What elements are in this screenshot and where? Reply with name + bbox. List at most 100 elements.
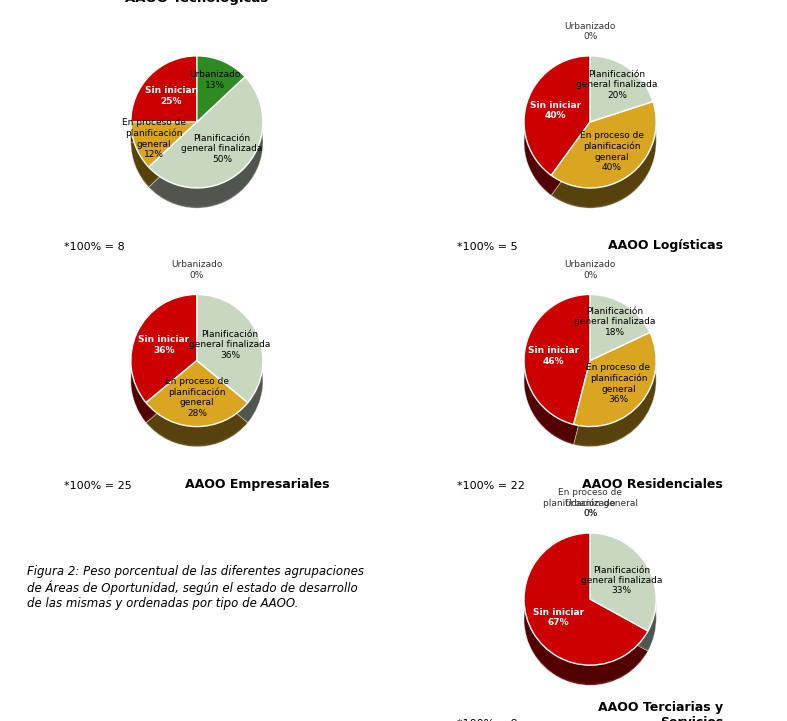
Wedge shape: [551, 108, 656, 195]
Text: En proceso de
planificación
general
28%: En proceso de planificación general 28%: [165, 377, 229, 417]
Wedge shape: [590, 536, 656, 634]
Wedge shape: [197, 309, 263, 417]
Wedge shape: [524, 61, 590, 181]
Wedge shape: [524, 76, 590, 195]
Wedge shape: [524, 541, 648, 673]
Wedge shape: [197, 314, 263, 423]
Wedge shape: [590, 306, 650, 373]
Wedge shape: [551, 105, 656, 191]
Wedge shape: [524, 63, 590, 183]
Wedge shape: [197, 61, 245, 126]
Wedge shape: [131, 67, 197, 133]
Text: AAOO Logísticas: AAOO Logísticas: [608, 239, 723, 252]
Wedge shape: [590, 296, 650, 363]
Wedge shape: [524, 537, 648, 670]
Wedge shape: [197, 58, 245, 124]
Wedge shape: [197, 71, 245, 138]
Wedge shape: [197, 308, 263, 416]
Wedge shape: [131, 122, 197, 167]
Wedge shape: [146, 381, 248, 447]
Wedge shape: [590, 63, 653, 128]
Wedge shape: [131, 314, 197, 423]
Wedge shape: [131, 69, 197, 136]
Wedge shape: [574, 337, 656, 431]
Wedge shape: [197, 73, 245, 138]
Text: AAOO Residenciales: AAOO Residenciales: [582, 478, 723, 491]
Wedge shape: [524, 298, 590, 428]
Wedge shape: [551, 120, 656, 206]
Wedge shape: [524, 311, 590, 441]
Wedge shape: [524, 552, 648, 684]
Wedge shape: [131, 66, 197, 132]
Wedge shape: [149, 87, 263, 198]
Wedge shape: [197, 61, 245, 128]
Wedge shape: [590, 299, 650, 365]
Text: Urbanizado
13%: Urbanizado 13%: [190, 70, 241, 89]
Text: Planificación
general finalizada
36%: Planificación general finalizada 36%: [190, 330, 271, 360]
Wedge shape: [149, 79, 263, 190]
Wedge shape: [524, 75, 590, 195]
Wedge shape: [149, 86, 263, 197]
Wedge shape: [590, 550, 656, 647]
Wedge shape: [524, 71, 590, 191]
Wedge shape: [590, 540, 656, 637]
Wedge shape: [146, 376, 248, 442]
Text: AAOO Tecnológicas: AAOO Tecnológicas: [125, 0, 268, 4]
Wedge shape: [197, 304, 263, 412]
Wedge shape: [131, 128, 197, 174]
Wedge shape: [146, 377, 248, 443]
Wedge shape: [131, 301, 197, 410]
Wedge shape: [551, 112, 656, 199]
Wedge shape: [149, 76, 263, 188]
Wedge shape: [524, 549, 648, 681]
Wedge shape: [149, 81, 263, 193]
Wedge shape: [590, 69, 653, 136]
Text: En proceso de
planificación
general
36%: En proceso de planificación general 36%: [586, 363, 650, 404]
Wedge shape: [131, 128, 197, 173]
Wedge shape: [590, 314, 650, 379]
Wedge shape: [590, 301, 650, 367]
Wedge shape: [524, 71, 590, 190]
Text: Planificación
general finalizada
18%: Planificación general finalizada 18%: [574, 307, 656, 337]
Wedge shape: [131, 312, 197, 420]
Wedge shape: [551, 120, 656, 207]
Wedge shape: [197, 314, 263, 422]
Wedge shape: [146, 375, 248, 441]
Wedge shape: [590, 63, 653, 130]
Wedge shape: [197, 69, 245, 136]
Wedge shape: [574, 345, 656, 439]
Wedge shape: [131, 140, 197, 185]
Wedge shape: [149, 96, 263, 207]
Wedge shape: [574, 351, 656, 446]
Wedge shape: [590, 59, 653, 125]
Wedge shape: [197, 311, 263, 420]
Wedge shape: [524, 314, 590, 445]
Wedge shape: [131, 300, 197, 408]
Wedge shape: [146, 366, 248, 432]
Wedge shape: [131, 310, 197, 418]
Wedge shape: [131, 142, 197, 187]
Wedge shape: [590, 311, 650, 377]
Text: Figura 2: Peso porcentual de las diferentes agrupaciones
de Áreas de Oportunidad: Figura 2: Peso porcentual de las diferen…: [27, 565, 364, 610]
Wedge shape: [524, 73, 590, 193]
Wedge shape: [149, 92, 263, 203]
Wedge shape: [197, 302, 263, 410]
Wedge shape: [590, 74, 653, 140]
Wedge shape: [149, 82, 263, 194]
Wedge shape: [131, 302, 197, 410]
Wedge shape: [524, 306, 590, 435]
Wedge shape: [524, 299, 590, 429]
Text: *100% = 9: *100% = 9: [457, 720, 518, 721]
Wedge shape: [131, 56, 197, 122]
Wedge shape: [524, 535, 648, 668]
Text: Planificación
general finalizada
33%: Planificación general finalizada 33%: [581, 565, 663, 596]
Wedge shape: [146, 373, 248, 439]
Wedge shape: [131, 76, 197, 142]
Wedge shape: [590, 304, 650, 369]
Wedge shape: [197, 68, 245, 134]
Wedge shape: [590, 73, 653, 138]
Wedge shape: [524, 312, 590, 443]
Wedge shape: [590, 56, 653, 122]
Wedge shape: [197, 300, 263, 408]
Wedge shape: [149, 92, 263, 204]
